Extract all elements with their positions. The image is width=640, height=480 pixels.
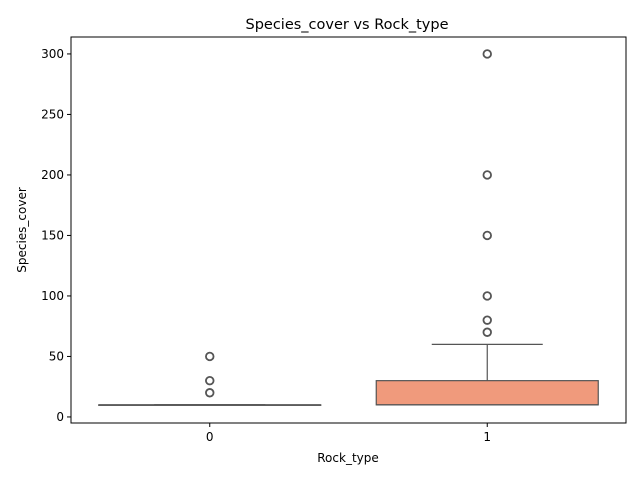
y-tick-label: 150 — [41, 228, 64, 242]
box-group-1 — [375, 49, 599, 406]
y-tick-label: 100 — [41, 289, 64, 303]
box-plots — [98, 49, 599, 406]
chart-title: Species_cover vs Rock_type — [245, 17, 448, 33]
y-axis-label: Species_cover — [15, 187, 29, 273]
outlier-point — [482, 49, 492, 59]
x-axis-label: Rock_type — [317, 451, 379, 465]
box-group-0 — [98, 351, 322, 406]
plot-area — [70, 36, 627, 424]
y-tick-label: 0 — [56, 410, 64, 424]
outlier-point — [482, 170, 492, 180]
y-tick-label: 200 — [41, 168, 64, 182]
y-tick-label: 300 — [41, 47, 64, 61]
y-axis: 0 50 100 150 200 250 300 — [41, 47, 71, 424]
outlier-point — [205, 388, 215, 398]
x-tick-label: 0 — [206, 430, 214, 444]
outlier-point — [205, 351, 215, 362]
x-tick-label: 1 — [483, 430, 491, 444]
outlier-point — [482, 230, 492, 241]
box-iqr — [375, 380, 599, 406]
y-tick-label: 250 — [41, 107, 64, 121]
outlier-point — [482, 315, 492, 325]
outlier-point — [205, 375, 215, 386]
outlier-point — [482, 291, 492, 301]
outlier-point — [482, 327, 492, 337]
y-tick-label: 50 — [49, 349, 64, 363]
